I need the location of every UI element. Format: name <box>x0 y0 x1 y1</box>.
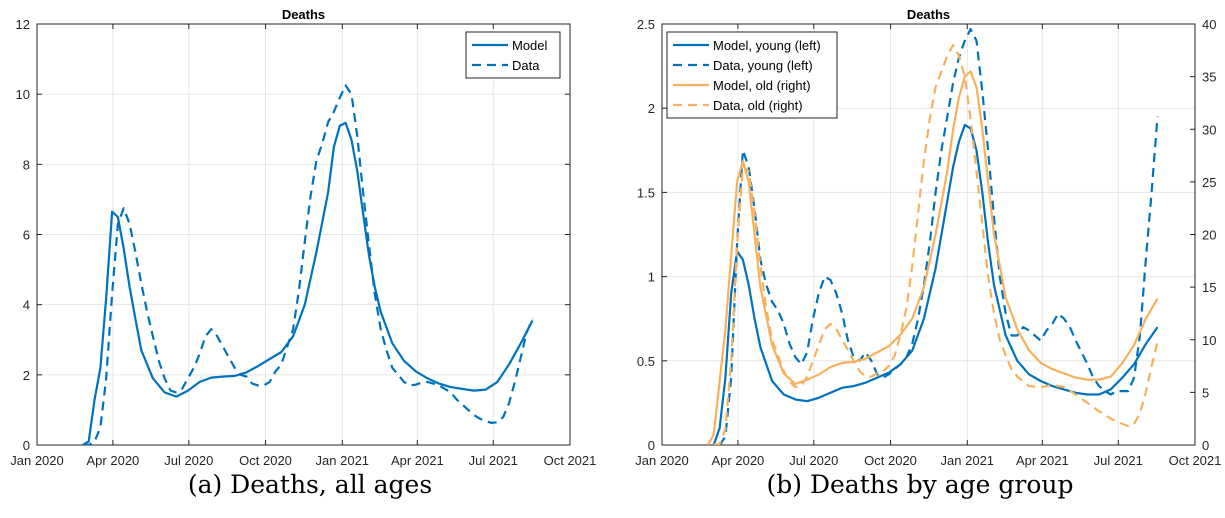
chart0-y-tick-label: 10 <box>16 87 30 102</box>
chart1-x-tick-label: Jan 2020 <box>635 453 689 468</box>
chart1-legend-label: Model, young (left) <box>713 38 821 53</box>
chart1-y-tick-label: 0.5 <box>637 354 655 369</box>
chart1-y-tick-label: 1 <box>648 270 655 285</box>
chart0-x-tick-label: Apr 2021 <box>391 453 444 468</box>
chart0-legend-label: Data <box>512 58 540 73</box>
chart1-y-tick-label: 2.5 <box>637 17 655 32</box>
chart1-y-tick-label: 1.5 <box>637 185 655 200</box>
chart1-y2-tick-label: 40 <box>1202 17 1216 32</box>
chart-all-ages: Jan 2020 Apr 2020 Jul 2020 Oct 2020 Jan 2021… <box>10 7 596 468</box>
chart0-x-tick-label: Jul 2020 <box>164 453 213 468</box>
chart1-title: Deaths <box>907 7 950 22</box>
chart1-legend-label: Data, old (right) <box>713 98 803 113</box>
chart0-x-tick-label: Oct 2020 <box>239 453 292 468</box>
figure: Jan 2020 Apr 2020 Jul 2020 Oct 2020 Jan 2021… <box>10 7 1221 468</box>
chart1-series-model-old-right <box>706 70 1159 445</box>
chart1-series-data-young-left <box>718 28 1159 445</box>
chart1-y2-tick-label: 0 <box>1202 438 1209 453</box>
chart0-y-tick-label: 12 <box>16 17 30 32</box>
chart1-x-tick-label: Oct 2020 <box>864 453 917 468</box>
chart1-y2-tick-label: 5 <box>1202 385 1209 400</box>
chart1-x-tick-label: Oct 2021 <box>1169 453 1222 468</box>
chart1-legend-label: Data, young (left) <box>713 58 813 73</box>
chart0-title: Deaths <box>282 7 325 22</box>
chart1-legend-box <box>666 31 838 119</box>
chart0-y-tick-label: 0 <box>23 438 30 453</box>
chart1-y-tick-label: 0 <box>648 438 655 453</box>
chart0-y-tick-label: 2 <box>23 368 30 383</box>
chart0-y-tick-label: 4 <box>23 298 30 313</box>
chart1-legend: Model, young (left) Data, young (left) Mod… <box>666 31 838 119</box>
chart1-y2-tick-label: 25 <box>1202 175 1216 190</box>
chart1-x-tick-label: Apr 2021 <box>1016 453 1069 468</box>
chart0-legend-box <box>465 31 561 79</box>
chart0-x-tick-label: Jan 2021 <box>316 453 370 468</box>
chart0-series-data <box>82 84 534 445</box>
chart1-x-tick-label: Jul 2020 <box>789 453 838 468</box>
chart-by-age-group: Jan 2020 Apr 2020 Jul 2020 Oct 2020 Jan 2021… <box>635 7 1221 468</box>
chart1-x-tick-label: Jan 2021 <box>941 453 995 468</box>
chart1-y2-tick-label: 20 <box>1202 228 1216 243</box>
chart0-legend: Model Data <box>465 31 561 79</box>
chart0-y-tick-label: 8 <box>23 157 30 172</box>
chart1-y2-tick-label: 30 <box>1202 122 1216 137</box>
chart0-y-tick-label: 6 <box>23 228 30 243</box>
chart1-y2-tick-label: 10 <box>1202 333 1216 348</box>
chart0-x-tick-label: Apr 2020 <box>87 453 140 468</box>
chart1-y2-tick-label: 35 <box>1202 70 1216 85</box>
chart1-x-tick-label: Apr 2020 <box>712 453 765 468</box>
chart0-series-model <box>82 121 534 445</box>
chart0-legend-label: Model <box>512 38 548 53</box>
chart1-y-tick-label: 2 <box>648 101 655 116</box>
caption-by-age-group: (b) Deaths by age group <box>766 470 1074 499</box>
chart0-x-tick-label: Jan 2020 <box>10 453 64 468</box>
chart0-x-tick-label: Oct 2021 <box>544 453 597 468</box>
chart1-series-model-young-left <box>712 123 1159 445</box>
chart1-x-tick-label: Jul 2021 <box>1094 453 1143 468</box>
chart1-legend-label: Model, old (right) <box>713 78 811 93</box>
chart1-series-data-old-right <box>713 44 1159 445</box>
chart1-y2-tick-label: 15 <box>1202 280 1216 295</box>
caption-all-ages: (a) Deaths, all ages <box>187 470 433 499</box>
chart0-x-tick-label: Jul 2021 <box>469 453 518 468</box>
